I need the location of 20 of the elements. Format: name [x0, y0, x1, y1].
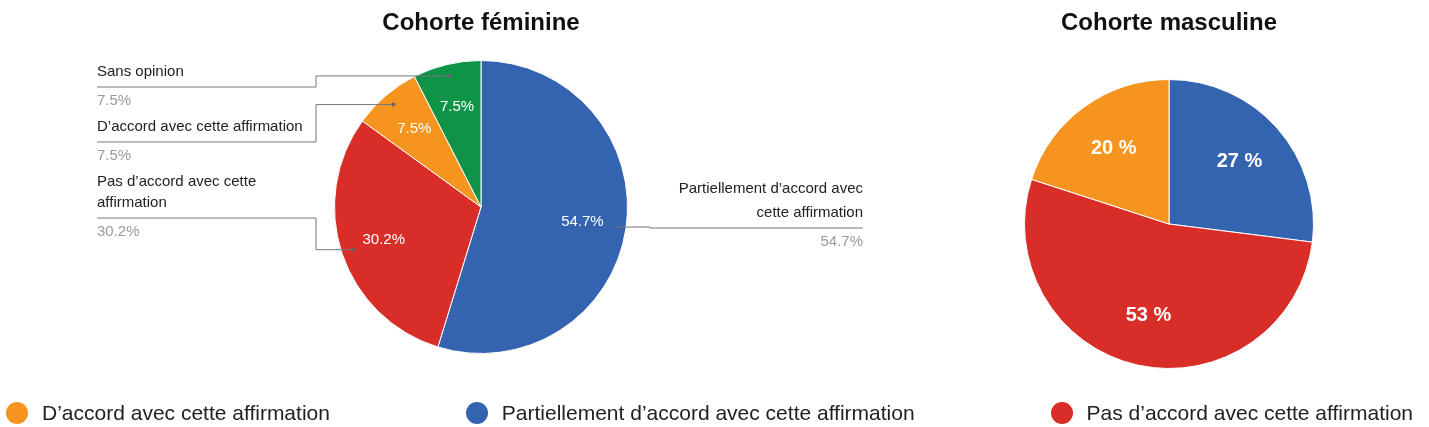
slice-label: Partiellement d’accord avec cette affirmation — [678, 179, 864, 221]
text: 7.5% — [97, 91, 132, 109]
legend-label: D’accord avec cette affirmation — [42, 400, 330, 425]
chart-title: Cohorte masculine — [1060, 8, 1278, 36]
chart-title: Cohorte féminine — [382, 8, 580, 36]
data-label: 7.5% — [397, 119, 432, 137]
data-label: 30.2% — [362, 229, 405, 247]
slice-label: Sans opinion — [97, 62, 184, 80]
data-label: 53 % — [1125, 303, 1172, 326]
slice-label: D’accord avec cette affirmation — [97, 117, 303, 135]
data-label: 54.7% — [561, 212, 604, 230]
text: 30.2% — [97, 222, 140, 240]
text: 7.5% — [97, 146, 132, 164]
text: 54.7% — [820, 232, 863, 250]
data-label: 20 % — [1091, 135, 1137, 158]
slice-label: Pas d’accord avec cette affirmation — [97, 172, 257, 211]
data-label: 27 % — [1216, 149, 1263, 172]
legend-label: Pas d’accord avec cette affirmation — [1086, 400, 1413, 425]
data-label: 7.5% — [439, 97, 475, 115]
legend-label: Partiellement d’accord avec cette affirmation — [501, 400, 915, 425]
